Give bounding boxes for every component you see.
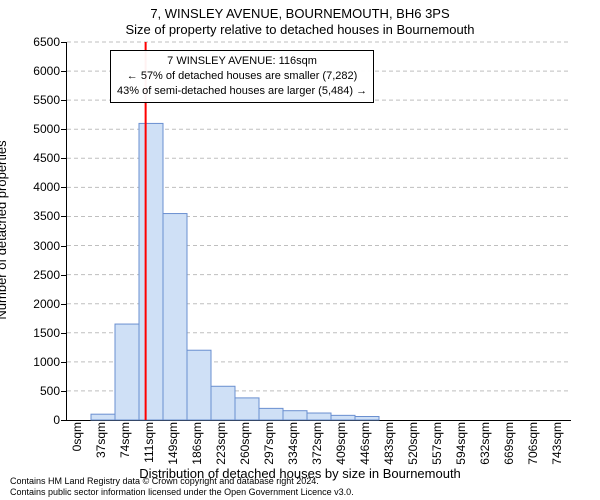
- y-tick-label: 2000: [6, 297, 60, 311]
- x-tick-label: 260sqm: [238, 422, 252, 465]
- info-box-line3: 43% of semi-detached houses are larger (…: [117, 84, 367, 99]
- info-box-line1: 7 WINSLEY AVENUE: 116sqm: [117, 54, 367, 69]
- bar: [259, 408, 283, 420]
- x-tick-label: 446sqm: [358, 422, 372, 465]
- x-tick-label: 594sqm: [454, 422, 468, 465]
- x-tick-label: 334sqm: [286, 422, 300, 465]
- x-tick-label: 74sqm: [118, 422, 132, 458]
- info-box-line2: ← 57% of detached houses are smaller (7,…: [117, 69, 367, 84]
- bar: [355, 417, 379, 420]
- chart-container: 7, WINSLEY AVENUE, BOURNEMOUTH, BH6 3PS …: [0, 0, 600, 500]
- y-tick-label: 3000: [6, 239, 60, 253]
- x-tick-label: 0sqm: [70, 422, 84, 451]
- y-tick-label: 1500: [6, 326, 60, 340]
- chart-title-line1: 7, WINSLEY AVENUE, BOURNEMOUTH, BH6 3PS: [0, 6, 600, 21]
- x-tick-label: 483sqm: [382, 422, 396, 465]
- x-tick-label: 37sqm: [94, 422, 108, 458]
- x-tick-label: 223sqm: [214, 422, 228, 465]
- x-tick-label: 520sqm: [406, 422, 420, 465]
- bar: [91, 414, 115, 420]
- y-tick-label: 6500: [6, 35, 60, 49]
- y-tick-label: 5000: [6, 122, 60, 136]
- bar: [283, 411, 307, 420]
- bar: [235, 398, 259, 420]
- y-tick-label: 3500: [6, 209, 60, 223]
- y-tick-label: 0: [6, 413, 60, 427]
- attribution-text: Contains HM Land Registry data © Crown c…: [10, 476, 354, 498]
- x-tick-label: 669sqm: [502, 422, 516, 465]
- bars-group: [91, 123, 379, 420]
- bar: [115, 324, 139, 420]
- bar: [211, 386, 235, 420]
- x-tick-label: 409sqm: [334, 422, 348, 465]
- bar: [331, 415, 355, 420]
- x-tick-label: 186sqm: [190, 422, 204, 465]
- attribution-line1: Contains HM Land Registry data © Crown c…: [10, 476, 354, 487]
- x-tick-label: 743sqm: [550, 422, 564, 465]
- y-tick-label: 4000: [6, 180, 60, 194]
- bar: [307, 413, 331, 420]
- y-tick-label: 6000: [6, 64, 60, 78]
- x-tick-label: 372sqm: [310, 422, 324, 465]
- y-tick-label: 1000: [6, 355, 60, 369]
- y-tick-label: 2500: [6, 268, 60, 282]
- y-tick-label: 4500: [6, 151, 60, 165]
- x-tick-label: 706sqm: [526, 422, 540, 465]
- x-tick-label: 632sqm: [478, 422, 492, 465]
- attribution-line2: Contains public sector information licen…: [10, 487, 354, 498]
- y-tick-label: 5500: [6, 93, 60, 107]
- x-tick-label: 297sqm: [262, 422, 276, 465]
- info-box: 7 WINSLEY AVENUE: 116sqm ← 57% of detach…: [110, 50, 374, 103]
- bar: [187, 350, 211, 420]
- bar: [163, 214, 187, 420]
- x-tick-label: 149sqm: [166, 422, 180, 465]
- bar: [139, 123, 163, 420]
- y-axis-label-text: Number of detached properties: [0, 140, 9, 319]
- x-tick-label: 111sqm: [142, 422, 156, 463]
- x-tick-label: 557sqm: [430, 422, 444, 465]
- chart-title-line2: Size of property relative to detached ho…: [0, 22, 600, 37]
- y-tick-label: 500: [6, 384, 60, 398]
